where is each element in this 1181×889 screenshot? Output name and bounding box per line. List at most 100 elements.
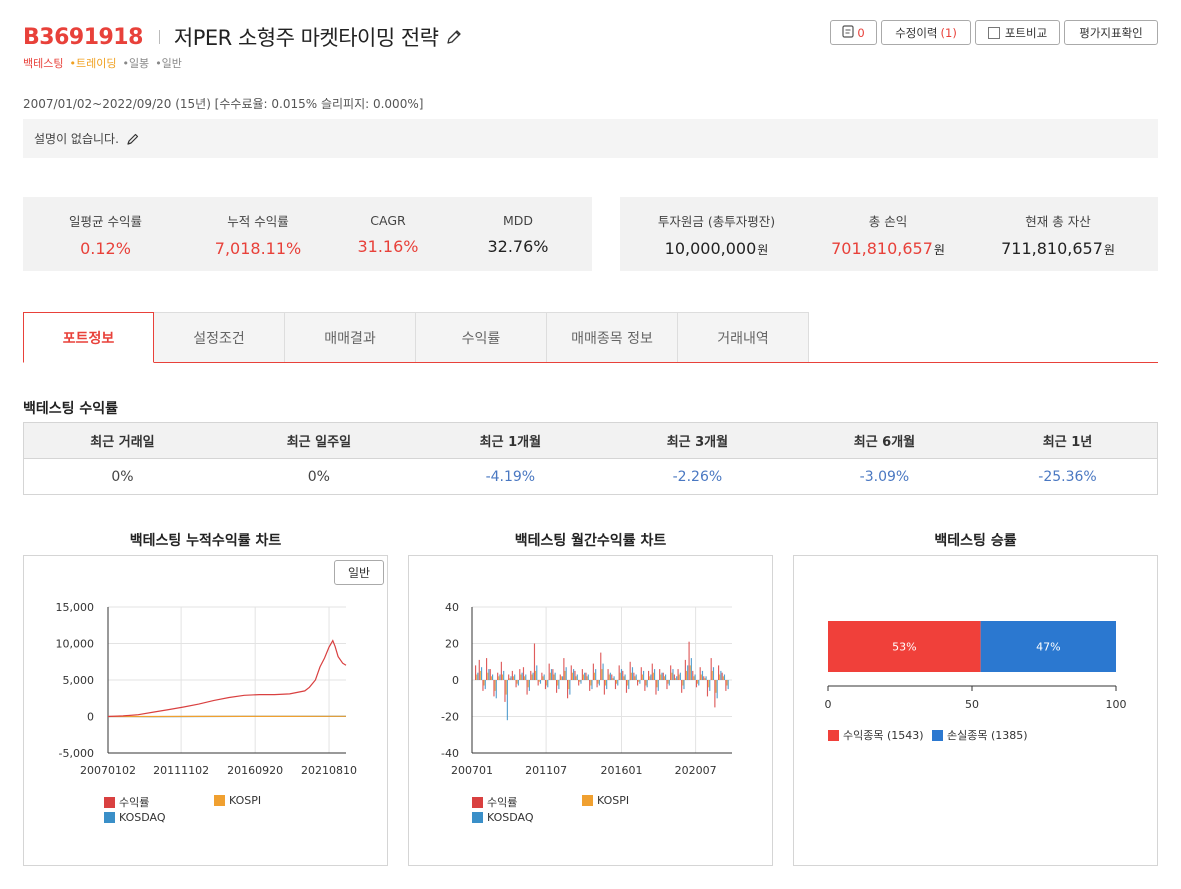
bar xyxy=(548,663,550,680)
tab-settings[interactable]: 설정조건 xyxy=(154,312,285,362)
bar xyxy=(634,676,636,680)
stat-value: 711,810,657원 xyxy=(1001,238,1115,258)
table-header-row: 최근 거래일 최근 일주일 최근 1개월 최근 3개월 최근 6개월 최근 1년 xyxy=(23,422,1158,459)
bar xyxy=(674,678,677,680)
edit-history-button[interactable]: 수정이력 (1) xyxy=(881,20,971,45)
tab-trade-results[interactable]: 매매결과 xyxy=(285,312,416,362)
table-cell: -4.19% xyxy=(485,468,536,485)
bar xyxy=(557,680,559,686)
bar xyxy=(490,676,493,680)
bar xyxy=(589,680,591,691)
bar xyxy=(562,676,564,680)
portfolio-compare-label: 포트비교 xyxy=(1004,25,1048,40)
tab-returns[interactable]: 수익률 xyxy=(416,312,547,362)
legend-swatch xyxy=(582,795,593,806)
bar xyxy=(570,665,572,680)
bar xyxy=(482,680,484,691)
bar xyxy=(716,680,718,699)
x-tick-label: 20070102 xyxy=(80,764,136,777)
bar xyxy=(582,674,585,680)
bar xyxy=(637,680,639,686)
bar xyxy=(709,680,711,691)
bar xyxy=(528,680,530,691)
bar xyxy=(544,680,547,690)
bar xyxy=(687,665,689,680)
portfolio-compare-toggle[interactable]: 포트비교 xyxy=(975,20,1060,45)
bar xyxy=(558,680,560,690)
bar xyxy=(476,674,478,680)
stat-label: 투자원금 (총투자평잔) xyxy=(657,213,776,229)
bar xyxy=(571,672,574,680)
bar xyxy=(501,674,504,680)
bar xyxy=(586,676,588,680)
bar xyxy=(481,667,483,680)
bar xyxy=(651,663,653,680)
bar xyxy=(692,670,694,680)
bar xyxy=(657,680,659,691)
tab-transactions[interactable]: 거래내역 xyxy=(678,312,809,362)
bar xyxy=(638,680,640,682)
bar xyxy=(574,670,576,680)
bar xyxy=(681,680,683,693)
y-tick-label: -20 xyxy=(441,711,459,724)
x-tick-label: 100 xyxy=(1106,698,1127,711)
bar xyxy=(726,680,728,686)
bar xyxy=(486,658,488,680)
checkbox-icon[interactable] xyxy=(987,26,1000,39)
pencil-icon[interactable] xyxy=(445,28,463,46)
stat-label: 누적 수익률 xyxy=(227,213,289,229)
bar xyxy=(629,661,631,681)
winrate-chart-title: 백테스팅 승률 xyxy=(934,533,1017,549)
y-tick-label: -5,000 xyxy=(59,747,94,760)
bar xyxy=(619,672,621,680)
tab-portfolio-info[interactable]: 포트정보 xyxy=(23,312,154,363)
bar xyxy=(614,680,617,690)
monthly-chart-title: 백테스팅 월간수익률 차트 xyxy=(514,533,667,549)
bar xyxy=(546,680,548,686)
header-cell: 최근 거래일 xyxy=(23,422,221,459)
bar xyxy=(641,674,643,680)
bar xyxy=(597,680,599,684)
pencil-icon[interactable] xyxy=(126,132,140,146)
bar xyxy=(650,674,652,680)
table-cell: 0% xyxy=(307,468,330,485)
bar xyxy=(539,680,542,684)
bar xyxy=(503,670,505,680)
edit-history-count: (1) xyxy=(940,25,957,40)
bar xyxy=(516,680,518,684)
bar xyxy=(552,669,554,680)
bar xyxy=(569,680,571,695)
stat-value: 701,810,657원 xyxy=(831,238,945,258)
bar xyxy=(689,665,691,680)
bar xyxy=(524,676,526,680)
legend-item: KOSPI xyxy=(582,794,629,807)
page-title: 저PER 소형주 마켓타이밍 전략 xyxy=(173,26,439,50)
stat-mdd: MDD 32.76% xyxy=(448,197,588,271)
y-tick-label: 5,000 xyxy=(63,674,95,687)
bar xyxy=(706,680,709,697)
bar xyxy=(655,680,657,695)
bar xyxy=(596,680,598,688)
comment-button[interactable]: 0 xyxy=(830,20,877,45)
tab-stock-info[interactable]: 매매종목 정보 xyxy=(547,312,678,362)
bar xyxy=(550,669,553,680)
bar xyxy=(526,680,528,695)
bar xyxy=(478,659,480,680)
x-tick-label: 20210810 xyxy=(301,764,357,777)
bar xyxy=(505,680,507,695)
eval-metrics-button[interactable]: 평가지표확인 xyxy=(1064,20,1158,45)
y-tick-label: 10,000 xyxy=(56,638,95,651)
bar xyxy=(590,680,592,686)
bar xyxy=(493,680,495,697)
bar xyxy=(488,669,490,680)
bar xyxy=(593,672,596,680)
stat-daily-avg: 일평균 수익률 0.12% xyxy=(23,197,188,271)
monthly-legend: 수익률 KOSPI KOSDAQ xyxy=(472,794,672,834)
bar xyxy=(980,621,1116,672)
bar xyxy=(538,680,540,682)
bar xyxy=(573,669,575,680)
bar xyxy=(541,672,543,680)
returns-section-title: 백테스팅 수익률 xyxy=(23,401,119,417)
chart-mode-button[interactable]: 일반 xyxy=(334,560,384,585)
bar xyxy=(521,672,523,680)
